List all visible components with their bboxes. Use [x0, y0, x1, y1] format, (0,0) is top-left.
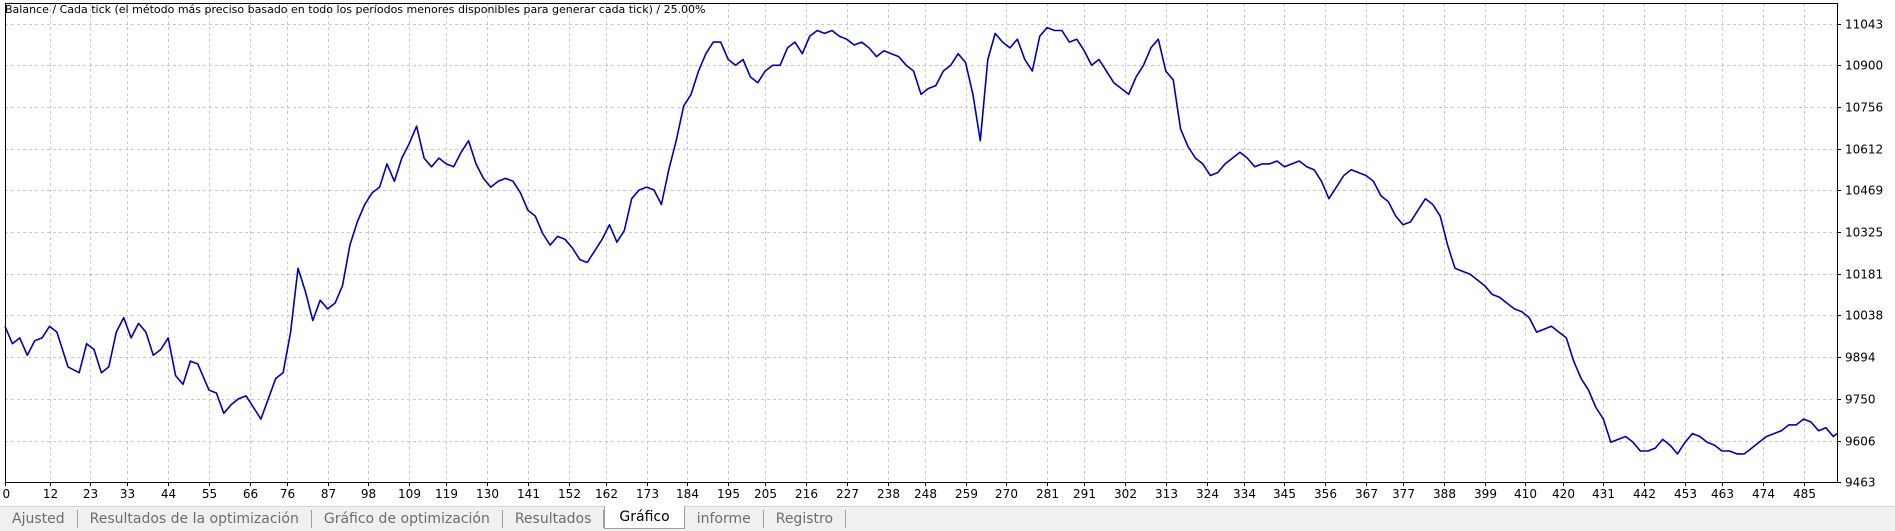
x-tick-label: 302 [1114, 487, 1137, 501]
x-tick-label: 195 [717, 487, 740, 501]
tab-grafico[interactable]: Gráfico [604, 506, 685, 529]
y-tick-label: 9463 [1845, 476, 1876, 490]
y-tick-label: 10900 [1845, 59, 1883, 73]
tab-registro[interactable]: Registro [764, 510, 847, 528]
chart-svg: 11043 10900 10756 10612 10469 10325 10181 10038… [3, 3, 1884, 502]
tab-resultados[interactable]: Resultados [503, 510, 605, 528]
x-tick-label: 453 [1674, 487, 1697, 501]
y-tick-label: 10181 [1845, 268, 1883, 282]
x-tick-label: 259 [955, 487, 978, 501]
x-tick-label: 420 [1552, 487, 1575, 501]
series-layer [4, 26, 1838, 455]
tab-bar: Ajusted Resultados de la optimización Gr… [0, 506, 1895, 531]
x-tick-label: 442 [1633, 487, 1656, 501]
tab-grafico-optimizacion[interactable]: Gráfico de optimización [312, 510, 503, 528]
y-tick-label: 9894 [1845, 351, 1876, 365]
axes [5, 3, 1841, 486]
x-tick-label: 12 [43, 487, 58, 501]
x-tick-label: 33 [120, 487, 135, 501]
x-tick-label: 44 [161, 487, 176, 501]
x-tick-label: 109 [398, 487, 421, 501]
x-tick-label: 173 [636, 487, 659, 501]
y-tick-label: 9606 [1845, 435, 1876, 449]
x-tick-label: 141 [517, 487, 540, 501]
tab-ajusted[interactable]: Ajusted [0, 510, 78, 528]
chart-title: Balance / Cada tick (el método más preci… [5, 3, 706, 16]
tab-resultados-optimizacion[interactable]: Resultados de la optimización [78, 510, 312, 528]
x-tick-label: 130 [476, 487, 499, 501]
x-tick-label: 152 [558, 487, 581, 501]
y-tick-label: 9750 [1845, 393, 1876, 407]
x-tick-label: 98 [361, 487, 376, 501]
x-tick-label: 474 [1752, 487, 1775, 501]
x-tick-label: 410 [1514, 487, 1537, 501]
y-tick-label: 10038 [1845, 309, 1883, 323]
x-tick-label: 431 [1592, 487, 1615, 501]
x-tick-label: 216 [795, 487, 818, 501]
tick-labels: 11043 10900 10756 10612 10469 10325 10181 10038… [3, 18, 1884, 502]
x-tick-label: 399 [1474, 487, 1497, 501]
x-tick-label: 463 [1711, 487, 1734, 501]
x-tick-label: 345 [1273, 487, 1296, 501]
x-tick-label: 55 [202, 487, 217, 501]
x-tick-label: 0 [3, 487, 11, 501]
x-tick-label: 485 [1793, 487, 1816, 501]
x-tick-label: 367 [1355, 487, 1378, 501]
x-tick-label: 66 [243, 487, 258, 501]
x-tick-label: 388 [1433, 487, 1456, 501]
x-tick-label: 377 [1392, 487, 1415, 501]
tab-informe[interactable]: informe [685, 510, 764, 528]
y-tick-label: 10469 [1845, 184, 1883, 198]
plot-border [5, 3, 1838, 483]
x-tick-label: 324 [1196, 487, 1219, 501]
balance-chart: 11043 10900 10756 10612 10469 10325 10181 10038… [2, 3, 1884, 502]
x-tick-label: 334 [1233, 487, 1256, 501]
y-tick-label: 10612 [1845, 143, 1883, 157]
x-tick-label: 205 [754, 487, 777, 501]
x-tick-label: 248 [914, 487, 937, 501]
x-tick-label: 270 [995, 487, 1018, 501]
x-tick-label: 356 [1314, 487, 1337, 501]
y-tick-label: 11043 [1845, 18, 1883, 32]
x-tick-label: 281 [1036, 487, 1059, 501]
y-tick-label: 10756 [1845, 101, 1883, 115]
y-tick-label: 10325 [1845, 226, 1883, 240]
x-tick-label: 227 [836, 487, 859, 501]
balance-line [4, 26, 1838, 455]
x-tick-label: 238 [877, 487, 900, 501]
x-tick-label: 184 [676, 487, 699, 501]
x-tick-label: 291 [1073, 487, 1096, 501]
x-tick-label: 313 [1155, 487, 1178, 501]
x-tick-label: 162 [595, 487, 618, 501]
x-tick-label: 76 [280, 487, 295, 501]
x-tick-label: 23 [83, 487, 98, 501]
x-tick-label: 87 [321, 487, 336, 501]
grid [5, 3, 1837, 483]
x-tick-label: 119 [435, 487, 458, 501]
